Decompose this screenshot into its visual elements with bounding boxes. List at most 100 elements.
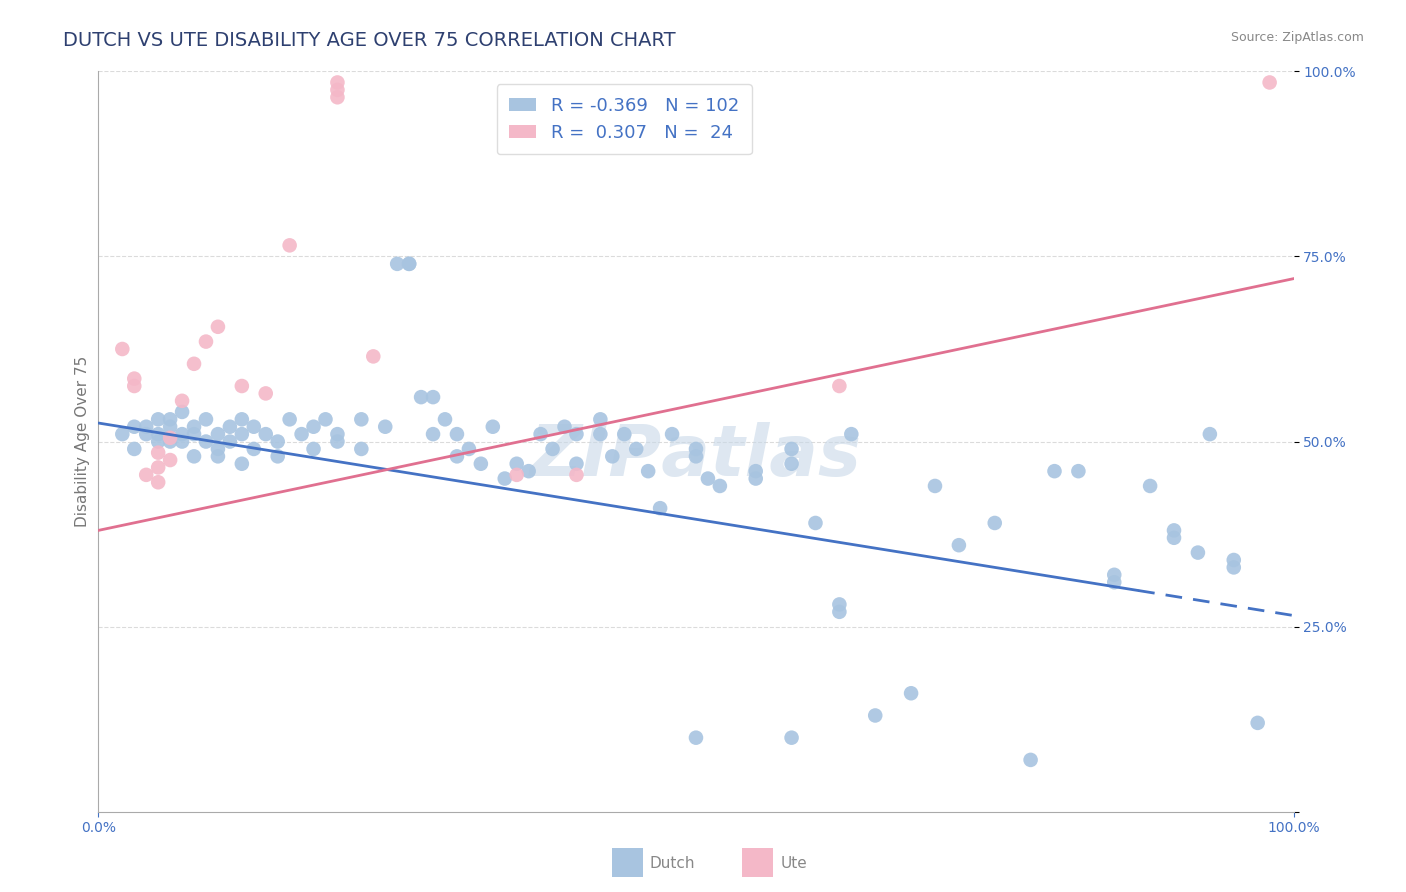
Point <box>398 257 420 271</box>
Point <box>326 434 349 449</box>
Point <box>172 434 194 449</box>
Point <box>159 412 181 426</box>
Point <box>374 419 396 434</box>
Point <box>183 419 205 434</box>
Point <box>135 419 157 434</box>
Point <box>172 427 194 442</box>
Point <box>219 434 242 449</box>
Point <box>267 450 290 464</box>
Point <box>124 371 146 385</box>
Point <box>924 479 946 493</box>
Point <box>1187 546 1209 560</box>
Point <box>124 419 146 434</box>
Point <box>470 457 492 471</box>
Text: Source: ZipAtlas.com: Source: ZipAtlas.com <box>1230 31 1364 45</box>
Point <box>1163 531 1185 545</box>
Point <box>159 453 181 467</box>
Point <box>291 427 314 442</box>
Point <box>326 427 349 442</box>
Point <box>828 379 851 393</box>
Point <box>613 427 636 442</box>
Point <box>183 427 205 442</box>
Point <box>183 357 205 371</box>
Point <box>637 464 659 478</box>
Point <box>195 334 218 349</box>
Point <box>1104 575 1126 590</box>
Point <box>422 390 444 404</box>
Point <box>159 419 181 434</box>
Point <box>326 83 349 97</box>
Point <box>398 257 420 271</box>
Point <box>1104 567 1126 582</box>
Point <box>302 442 325 456</box>
Point <box>745 471 768 485</box>
Point <box>135 467 157 482</box>
Point <box>254 386 277 401</box>
Point <box>159 434 181 449</box>
Point <box>243 419 266 434</box>
Point <box>207 427 229 442</box>
Point <box>1258 75 1281 89</box>
Point <box>446 450 468 464</box>
Point <box>697 471 720 485</box>
Point <box>565 467 588 482</box>
Text: Ute: Ute <box>780 856 807 871</box>
Point <box>231 412 253 426</box>
Point <box>841 427 863 442</box>
Point <box>506 467 529 482</box>
Point <box>195 434 218 449</box>
Point <box>315 412 337 426</box>
Point <box>111 427 134 442</box>
Point <box>207 442 229 456</box>
Point <box>626 442 648 456</box>
Point <box>589 427 612 442</box>
Point <box>195 412 218 426</box>
Point <box>302 419 325 434</box>
Point <box>183 450 205 464</box>
Point <box>172 405 194 419</box>
Text: Dutch: Dutch <box>650 856 695 871</box>
Point <box>530 427 553 442</box>
Point <box>1139 479 1161 493</box>
Point <box>685 442 707 456</box>
Text: ZIP​atlas: ZIP​atlas <box>530 422 862 491</box>
Point <box>1223 553 1246 567</box>
Point <box>385 257 409 271</box>
Point <box>148 475 170 490</box>
Point <box>243 442 266 456</box>
Point <box>434 412 457 426</box>
Point <box>565 457 588 471</box>
Point <box>541 442 564 456</box>
Point <box>948 538 970 552</box>
Point <box>565 427 588 442</box>
Point <box>278 412 301 426</box>
Point <box>350 442 373 456</box>
Point <box>589 412 612 426</box>
Point <box>1043 464 1066 478</box>
Point <box>148 460 170 475</box>
Point <box>207 319 229 334</box>
Point <box>135 427 157 442</box>
Point <box>865 708 887 723</box>
Point <box>828 598 851 612</box>
Point <box>159 431 181 445</box>
Point <box>494 471 516 485</box>
Y-axis label: Disability Age Over 75: Disability Age Over 75 <box>75 356 90 527</box>
Point <box>1163 524 1185 538</box>
Point <box>458 442 481 456</box>
Point <box>411 390 433 404</box>
Point <box>602 450 624 464</box>
Point <box>481 419 505 434</box>
Point <box>828 605 851 619</box>
Point <box>900 686 922 700</box>
Point <box>363 350 385 364</box>
Point <box>207 450 229 464</box>
Point <box>661 427 683 442</box>
Point <box>172 393 194 408</box>
Point <box>685 450 707 464</box>
Point <box>1223 560 1246 574</box>
Point <box>124 442 146 456</box>
Point <box>254 427 277 442</box>
Point <box>148 427 170 442</box>
Point <box>780 457 803 471</box>
